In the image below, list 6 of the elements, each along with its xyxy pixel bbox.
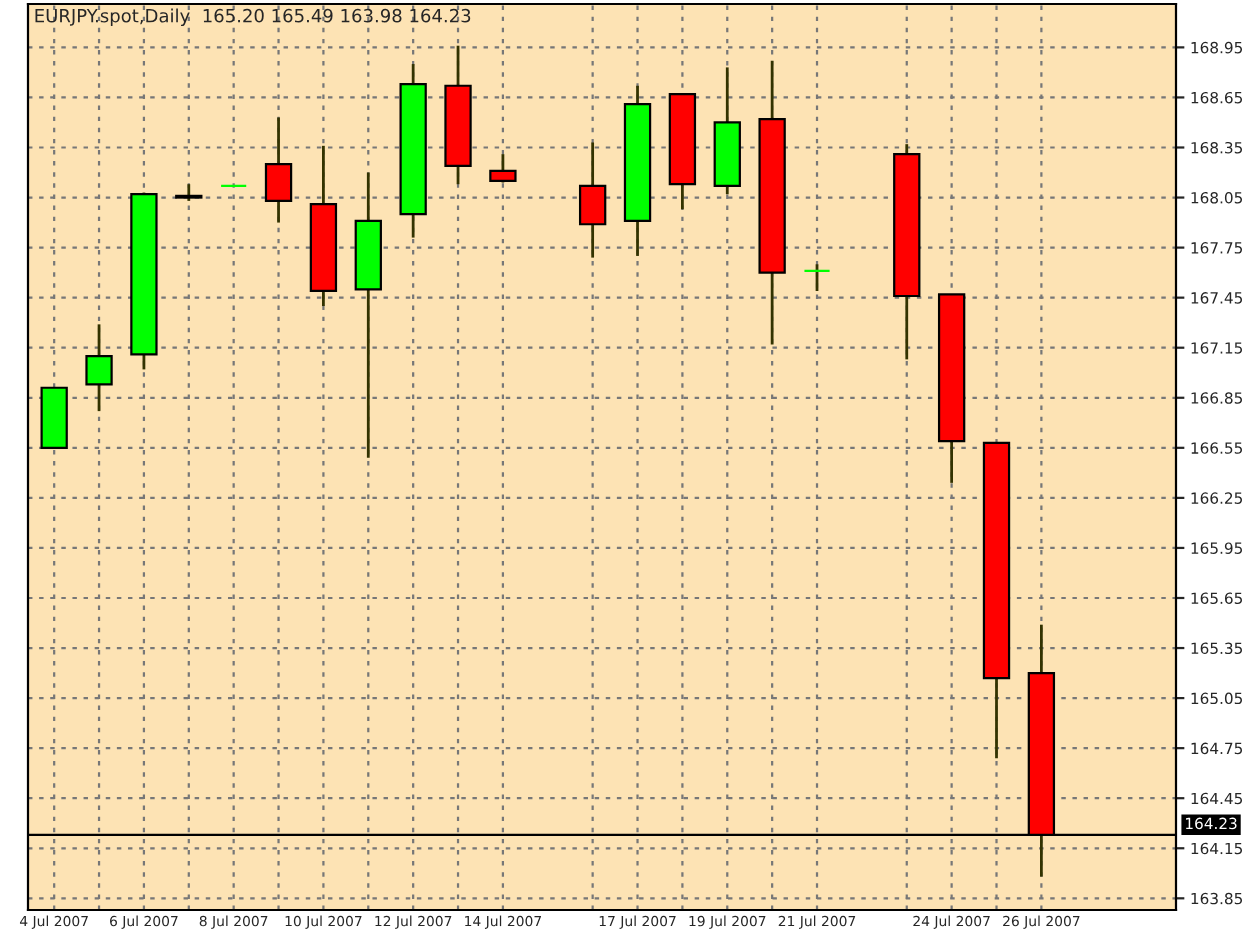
candlestick xyxy=(489,152,517,184)
candlestick xyxy=(578,141,607,259)
candlestick xyxy=(85,322,113,413)
chart-title: EURJPY.spot,Daily 165.20 165.49 163.98 164.23 xyxy=(35,8,471,26)
candlestick xyxy=(264,116,293,224)
candlestick xyxy=(803,262,831,293)
